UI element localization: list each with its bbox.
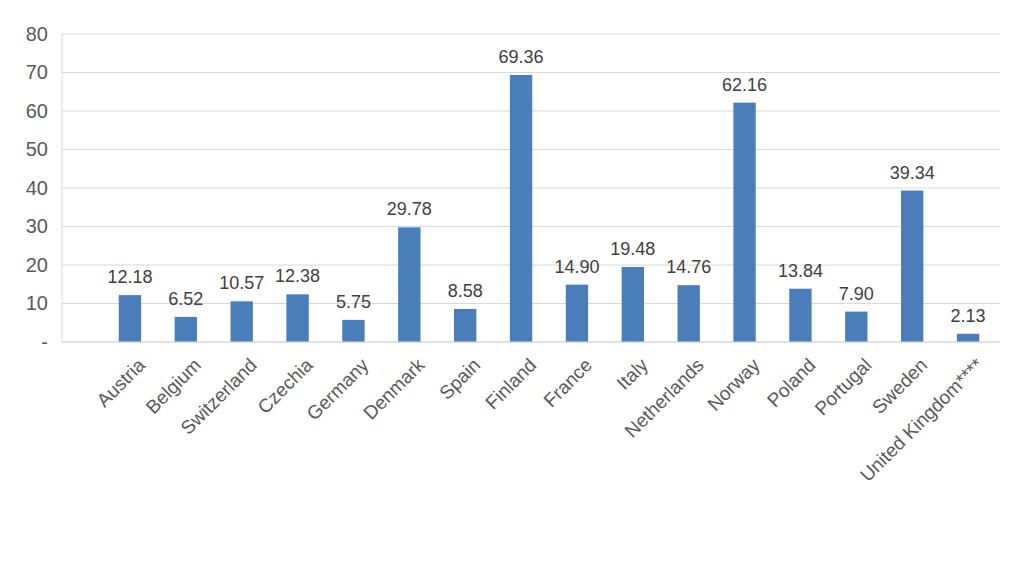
bar — [510, 75, 532, 342]
y-tick-label: 60 — [26, 100, 48, 122]
x-tick-label: Norway — [703, 354, 764, 415]
data-label: 10.57 — [219, 273, 264, 293]
bar — [342, 320, 364, 342]
y-tick: 40 — [26, 177, 62, 199]
x-tick: Denmark — [359, 342, 429, 424]
y-tick-label: 40 — [26, 177, 48, 199]
data-label: 6.52 — [168, 289, 203, 309]
x-tick-label: Finland — [481, 354, 540, 413]
data-label: 12.38 — [275, 266, 320, 286]
chart: - 10 20 30 40 50 60 70 80 AustriaBelgiumSwitzerla… — [0, 0, 1011, 578]
x-tick: France — [539, 342, 596, 411]
bar — [286, 294, 308, 342]
x-tick-label: Switzerland — [177, 354, 261, 438]
grid-line — [62, 342, 1000, 343]
x-axis-line — [62, 342, 1000, 343]
y-axis: - 10 20 30 40 50 60 70 80 — [26, 23, 62, 353]
grid — [62, 34, 1000, 342]
bar — [398, 227, 420, 342]
data-label: 7.90 — [839, 284, 874, 304]
bar — [901, 191, 923, 342]
x-tick: Austria — [92, 342, 149, 411]
bar — [175, 317, 197, 342]
data-label: 14.76 — [666, 257, 711, 277]
bar — [733, 103, 755, 342]
data-label: 13.84 — [778, 261, 823, 281]
bar — [231, 301, 253, 342]
y-tick: 60 — [26, 100, 62, 122]
bar — [845, 312, 867, 342]
y-tick: 30 — [26, 215, 62, 237]
x-tick: United Kingdom**** — [856, 342, 988, 486]
data-label: 29.78 — [387, 199, 432, 219]
y-tick-label: 70 — [26, 61, 48, 83]
y-tick: - — [41, 331, 62, 353]
x-tick-label: Italy — [613, 354, 653, 394]
grid-line — [62, 34, 1000, 35]
x-tick: Finland — [481, 342, 540, 413]
data-label: 69.36 — [499, 47, 544, 67]
bars — [119, 75, 979, 342]
y-tick-label: 20 — [26, 254, 48, 276]
x-tick: Norway — [703, 342, 764, 415]
x-tick-label: Germany — [303, 354, 373, 424]
data-label: 62.16 — [722, 75, 767, 95]
x-tick-label: France — [539, 354, 596, 411]
bar — [119, 295, 141, 342]
y-tick-label: 30 — [26, 215, 48, 237]
y-tick: 50 — [26, 138, 62, 160]
x-tick: Spain — [435, 342, 484, 404]
y-axis-line — [62, 34, 63, 342]
data-label: 5.75 — [336, 292, 371, 312]
bar — [678, 285, 700, 342]
x-tick: Switzerland — [177, 342, 261, 439]
y-tick: 70 — [26, 61, 62, 83]
x-tick: Italy — [613, 342, 653, 394]
data-label: 12.18 — [107, 267, 152, 287]
y-tick-label: 50 — [26, 138, 48, 160]
data-label: 2.13 — [951, 306, 986, 326]
bar — [622, 267, 644, 342]
bar — [454, 309, 476, 342]
x-axis: AustriaBelgiumSwitzerlandCzechiaGermanyD… — [62, 342, 1000, 486]
bar — [789, 289, 811, 342]
y-tick-label: - — [41, 331, 48, 353]
bar — [957, 334, 979, 342]
x-tick-label: Portugal — [811, 354, 876, 419]
y-tick-label: 80 — [26, 23, 48, 45]
data-labels: 12.18 6.52 10.57 12.38 5.75 29.78 8.58 69.36 14.… — [107, 47, 985, 326]
data-label: 39.34 — [890, 163, 935, 183]
x-tick: Portugal — [811, 342, 876, 419]
data-label: 14.90 — [554, 257, 599, 277]
x-tick-label: Denmark — [359, 354, 429, 424]
bar — [566, 285, 588, 342]
grid-line — [62, 72, 1000, 73]
x-tick: Poland — [763, 342, 820, 411]
y-tick: 10 — [26, 292, 62, 314]
data-label: 8.58 — [448, 281, 483, 301]
y-tick: 20 — [26, 254, 62, 276]
x-tick-label: Netherlands — [621, 354, 708, 441]
x-tick: Netherlands — [621, 342, 708, 442]
data-label: 19.48 — [610, 239, 655, 259]
x-tick-label: Spain — [435, 354, 484, 403]
x-tick-label: United Kingdom**** — [856, 354, 988, 486]
y-tick: 80 — [26, 23, 62, 45]
y-tick-label: 10 — [26, 292, 48, 314]
